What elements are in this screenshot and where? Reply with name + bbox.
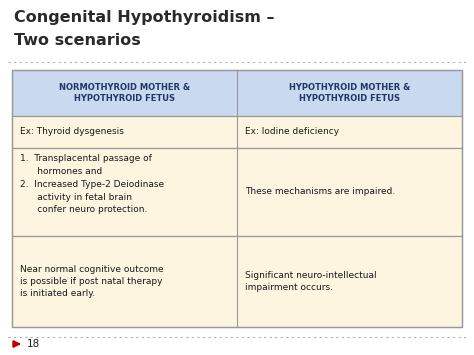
Bar bbox=[12, 70, 462, 327]
Text: Ex: Thyroid dysgenesis: Ex: Thyroid dysgenesis bbox=[20, 127, 124, 137]
Text: Significant neuro-intellectual
impairment occurs.: Significant neuro-intellectual impairmen… bbox=[245, 271, 377, 292]
Text: Near normal cognitive outcome
is possible if post natal therapy
is initiated ear: Near normal cognitive outcome is possibl… bbox=[20, 265, 164, 298]
Bar bbox=[12, 148, 462, 236]
Text: NORMOTHYROID MOTHER &
HYPOTHYROID FETUS: NORMOTHYROID MOTHER & HYPOTHYROID FETUS bbox=[59, 83, 190, 103]
Text: 1.  Transplacental passage of
      hormones and
2.  Increased Type-2 Deiodinase: 1. Transplacental passage of hormones an… bbox=[20, 154, 164, 214]
Text: These mechanisms are impaired.: These mechanisms are impaired. bbox=[245, 187, 395, 197]
Bar bbox=[12, 70, 462, 116]
Text: Congenital Hypothyroidism –: Congenital Hypothyroidism – bbox=[14, 10, 274, 25]
Bar bbox=[12, 236, 462, 327]
Text: Ex: Iodine deficiency: Ex: Iodine deficiency bbox=[245, 127, 339, 137]
Text: Two scenarios: Two scenarios bbox=[14, 33, 141, 48]
Text: HYPOTHYROID MOTHER &
HYPOTHYROID FETUS: HYPOTHYROID MOTHER & HYPOTHYROID FETUS bbox=[289, 83, 410, 103]
Text: 18: 18 bbox=[27, 339, 40, 349]
Bar bbox=[12, 116, 462, 148]
